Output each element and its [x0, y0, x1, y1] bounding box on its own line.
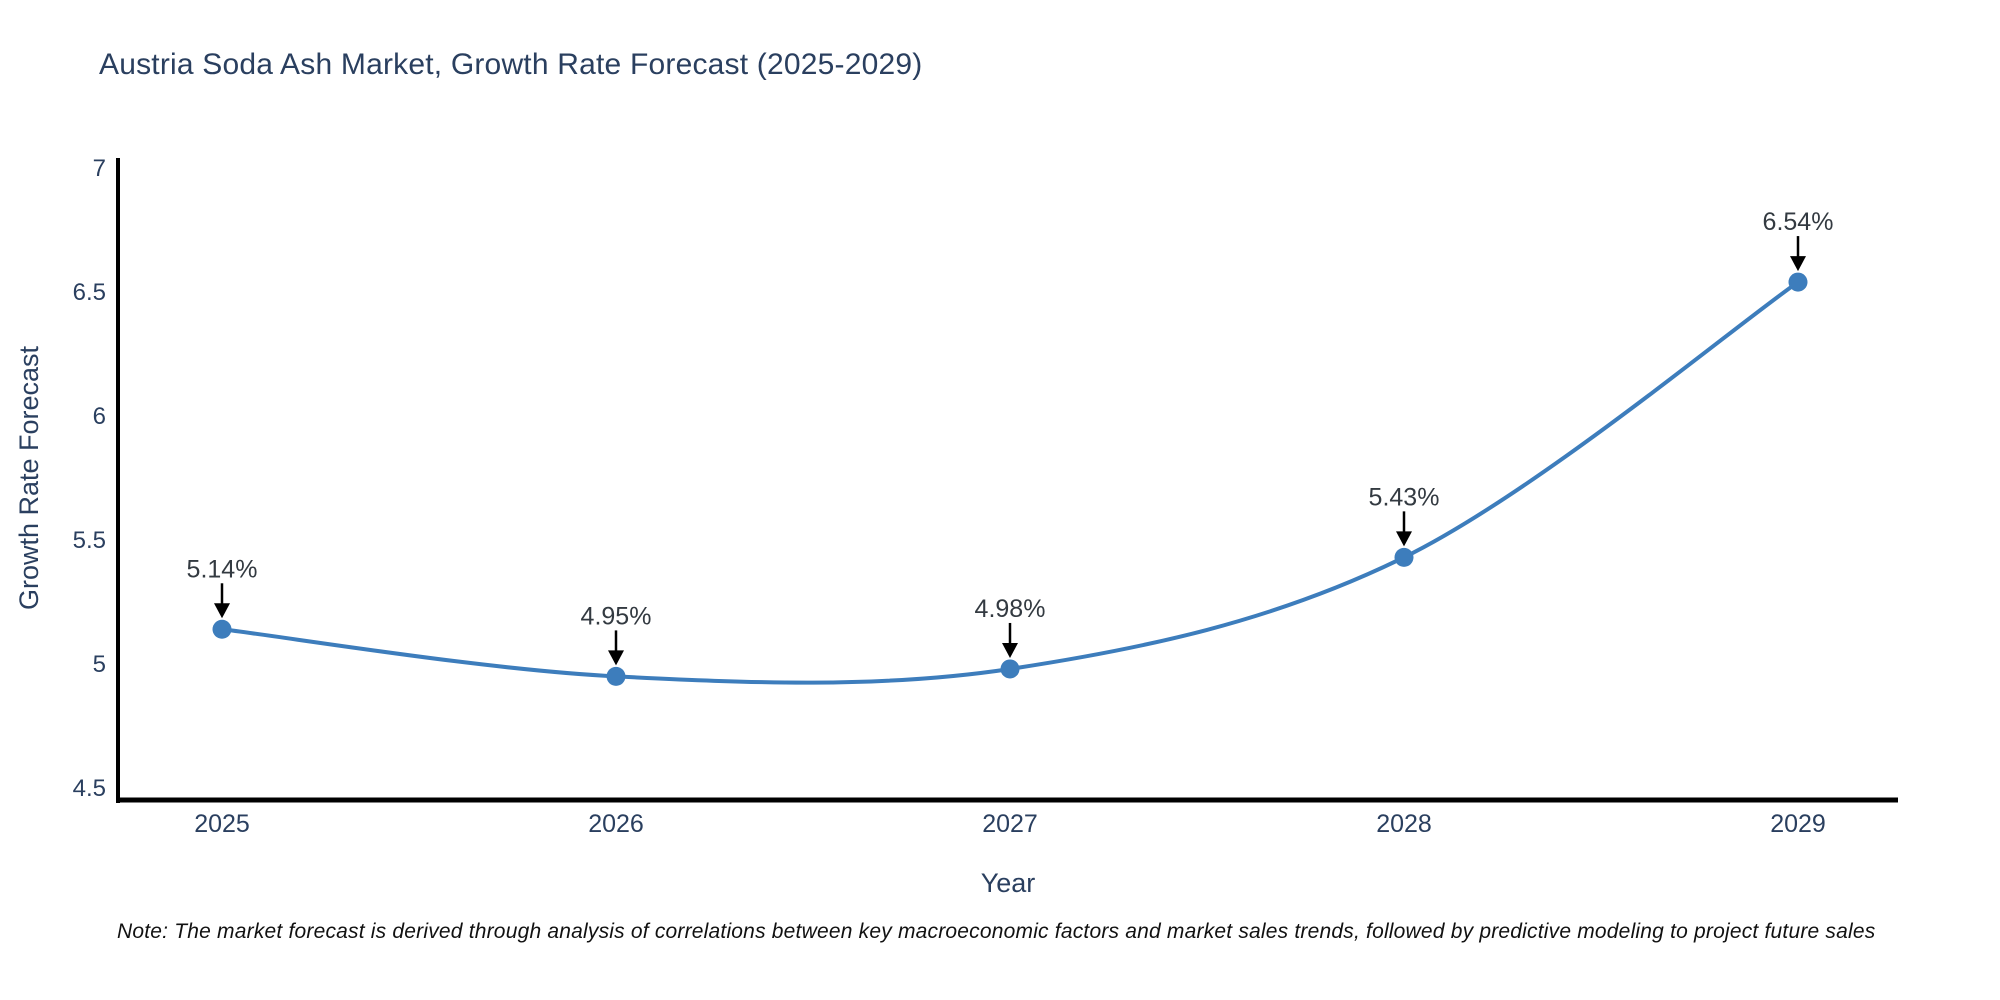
- data-point-marker: [212, 619, 232, 639]
- y-tick-label: 6: [93, 403, 106, 430]
- data-point-marker: [1788, 272, 1808, 292]
- forecast-line: [220, 280, 1800, 685]
- data-point-marker: [1000, 659, 1020, 679]
- data-point-label: 4.98%: [975, 595, 1046, 623]
- x-tick-label: 2028: [1376, 810, 1432, 838]
- data-point-label: 6.54%: [1763, 208, 1834, 236]
- y-tick-label: 7: [93, 155, 106, 182]
- annotation-arrow-head: [1790, 256, 1806, 272]
- data-point-label: 5.43%: [1369, 483, 1440, 511]
- y-tick-label: 5.5: [73, 527, 106, 554]
- x-tick-label: 2025: [194, 810, 250, 838]
- data-point-label: 5.14%: [187, 555, 258, 583]
- data-point-label: 4.95%: [581, 602, 652, 630]
- annotation-arrow-head: [214, 603, 230, 619]
- footnote: Note: The market forecast is derived thr…: [117, 920, 1876, 943]
- y-tick-label: 6.5: [73, 279, 106, 306]
- annotation-arrow-head: [1396, 531, 1412, 547]
- x-tick-label: 2029: [1770, 810, 1826, 838]
- y-tick-label: 5: [93, 651, 106, 678]
- data-point-marker: [606, 666, 626, 686]
- annotation-arrow-head: [1002, 642, 1018, 658]
- x-tick-label: 2026: [588, 810, 644, 838]
- data-point-marker: [1394, 547, 1414, 567]
- y-tick-label: 4.5: [73, 775, 106, 802]
- x-axis-title: Year: [980, 868, 1036, 898]
- annotation-arrow-head: [608, 650, 624, 666]
- chart-title: Austria Soda Ash Market, Growth Rate For…: [99, 48, 923, 81]
- x-tick-label: 2027: [982, 810, 1038, 838]
